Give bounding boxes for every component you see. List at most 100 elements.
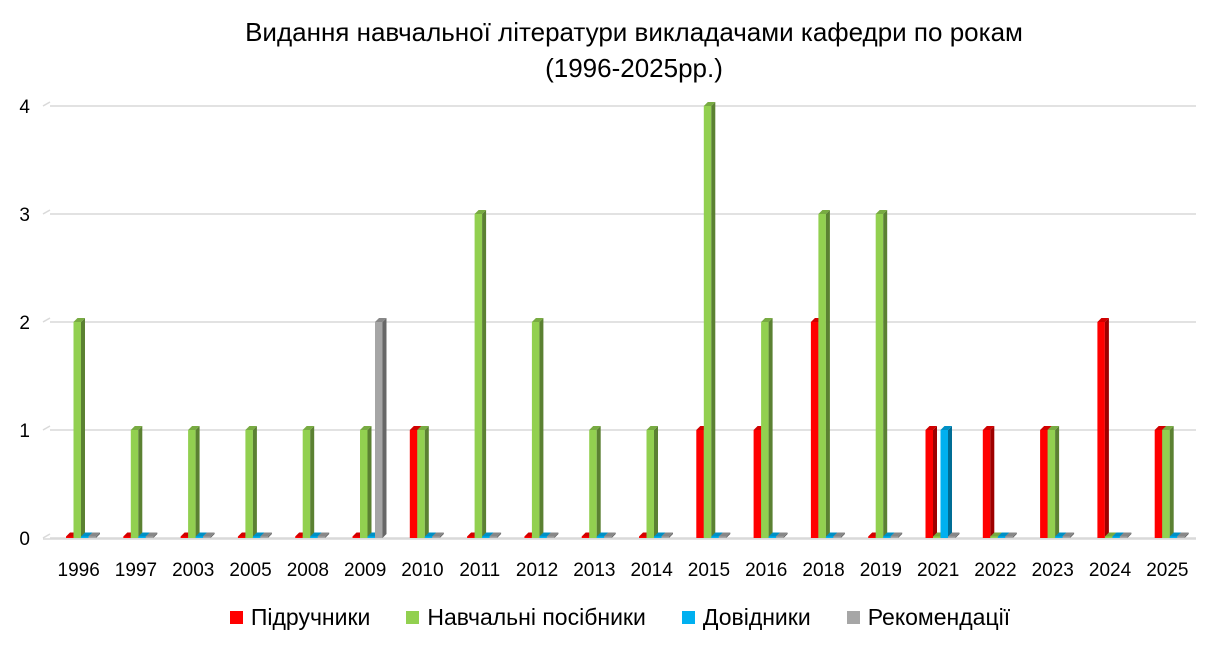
bar-top [482,532,494,537]
bar [661,536,669,538]
bar [145,536,154,538]
bar-top [1104,532,1117,537]
legend-label: Рекомендації [867,604,1011,630]
bar [1047,430,1056,538]
legend-swatch [681,611,695,624]
gridline-depth [42,425,51,431]
bar-top [711,532,723,537]
bar-top [260,532,272,537]
bar [317,536,326,538]
bar-top [317,532,330,537]
legend-label: Підручники [250,604,371,630]
bar-top [1154,426,1167,430]
legend-swatch [406,611,420,624]
bar-side [611,532,616,538]
bar-top [130,426,143,430]
bar [1104,536,1113,538]
bar-top [990,532,1002,537]
bar-top [409,426,422,430]
x-tick-label: 2018 [802,560,844,581]
bar-side [539,318,544,538]
bar [424,536,433,538]
x-tick-label: 2022 [974,560,1016,581]
bar-side [382,318,387,538]
bar [833,536,841,538]
bar-top [417,426,429,430]
bar-side [482,210,487,538]
y-tick-label: 0 [19,529,30,550]
x-tick-label: 2015 [688,560,730,581]
bar-top [654,532,666,537]
gridline-depth [42,317,51,323]
x-tick-label: 2014 [631,560,674,581]
bar [73,322,81,538]
bar-top [432,532,444,537]
bar-top [925,426,937,430]
chart-subtitle: (1996-2025рр.) [545,53,723,83]
bar-top [195,532,208,537]
chart-title-line: Видання навчальної літератури викладачам… [245,17,1023,47]
bar [88,536,96,538]
bar-side [497,532,502,538]
bar-top [531,318,544,322]
bar [188,430,196,538]
bar-top [940,426,952,430]
bar [753,430,762,538]
bar [482,536,490,538]
bar [375,322,383,538]
bar-side [1169,426,1174,538]
bar-top [982,426,995,430]
bar-top [948,532,960,537]
bar [654,536,662,538]
bar-top [188,426,200,430]
bar [1055,536,1063,538]
bar [302,430,311,538]
bar-top [360,426,372,430]
bar-side [367,426,372,538]
bar [646,430,654,538]
bar-top [883,532,895,537]
chart-legend: Підручники Навчальні посібники Довідники Ре… [0,604,1214,631]
bar [718,536,727,538]
x-tick-label: 2023 [1032,560,1074,581]
bar [432,536,440,538]
bar [604,536,612,538]
bar [1040,430,1048,538]
bar [260,536,268,538]
bars [66,102,1189,538]
x-tick-label: 1996 [58,560,100,581]
bar-side [554,532,559,538]
bar-top [375,318,387,322]
bar-side [1127,532,1132,538]
bar-side [783,532,788,538]
bar-top [302,426,315,430]
bar-side [210,532,215,538]
bar [933,536,941,538]
bar-side [1184,532,1189,538]
x-tick-label: 2019 [860,560,902,581]
bar-top [474,210,487,214]
bar [696,430,704,538]
x-tick-label: 2010 [401,560,443,581]
bar-top [1112,532,1124,537]
bar [180,536,189,538]
bar [360,430,368,538]
bar [940,430,948,538]
legend-swatch [846,611,860,624]
bar [990,536,998,538]
gridlines [42,101,1196,539]
bar-side [768,318,773,538]
bar-side [948,426,952,538]
bar-top [203,532,215,537]
bar-top [546,532,559,537]
x-tick-label: 2003 [172,560,214,581]
legend-label: Навчальні посібники [427,604,646,630]
bar [539,536,547,538]
bar-side [138,426,143,538]
bar [883,536,891,538]
bar-top [875,210,888,214]
bar [138,536,146,538]
bar-top [825,532,838,537]
bar-top [776,532,788,537]
